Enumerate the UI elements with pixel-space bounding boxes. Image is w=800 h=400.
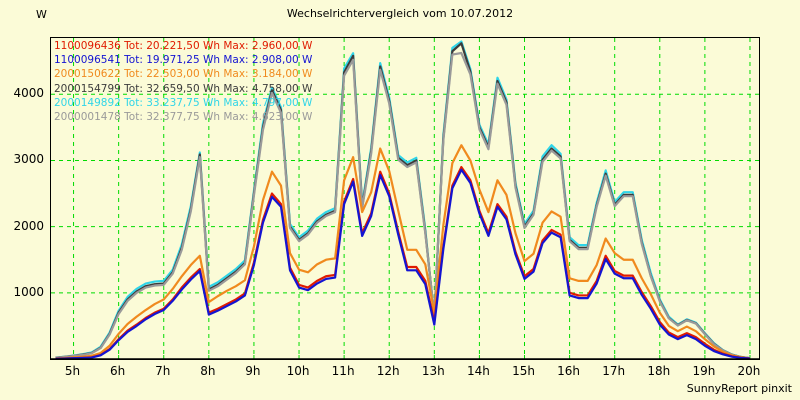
legend-item: 1100096436 Tot: 20.221,50 Wh Max: 2.960,… (54, 40, 313, 52)
x-axis-tick-label: 5h (64, 364, 81, 378)
x-axis-tick-label: 18h (647, 364, 671, 378)
x-axis-tick-label: 12h (376, 364, 400, 378)
legend-item: 1100096541 Tot: 19.971,25 Wh Max: 2.908,… (54, 54, 313, 67)
x-axis-tick-label: 9h (245, 364, 261, 378)
x-axis-tick-label: 16h (557, 364, 581, 378)
x-axis-tick-label: 8h (200, 364, 216, 378)
plot-svg (51, 38, 759, 359)
legend-item: 2000001478 Tot: 32.377,75 Wh Max: 4.623,… (54, 110, 313, 123)
x-axis-tick-label: 20h (737, 364, 761, 378)
x-axis-tick-label: 10h (286, 364, 310, 378)
x-axis-tick-label: 14h (466, 364, 490, 378)
x-axis-tick-label: 15h (512, 364, 535, 378)
legend-item: 2000150622 Tot: 22.503,00 Wh Max: 3.184,… (54, 68, 313, 81)
y-axis-tick-label: 2000 (13, 218, 44, 233)
legend-item: 2000154799 Tot: 32.659,50 Wh Max: 4.758,… (54, 82, 313, 95)
chart-legend: 1100096436 Tot: 20.221,50 Wh Max: 2.960,… (54, 39, 312, 124)
x-axis-tick-label: 7h (155, 364, 171, 378)
chart-title: Wechselrichtervergleich vom 10.07.2012 (286, 7, 514, 20)
y-axis-unit-label: W (36, 8, 47, 21)
chart-footer: SunnyReport pinxit (686, 382, 792, 395)
x-axis-tick-label: 19h (692, 364, 716, 378)
x-axis-tick-label: 11h (331, 364, 355, 378)
x-axis-tick-label: 6h (110, 364, 126, 378)
y-axis-tick-label: 1000 (13, 284, 44, 299)
y-axis-tick-label: 4000 (13, 86, 44, 101)
plot-area (50, 37, 760, 360)
x-axis-tick-label: 13h (421, 364, 445, 378)
y-axis-tick-label: 3000 (13, 152, 44, 167)
x-axis-tick-label: 17h (602, 364, 626, 378)
legend-item: 2000149892 Tot: 33.237,75 Wh Max: 4.797,… (54, 96, 313, 109)
